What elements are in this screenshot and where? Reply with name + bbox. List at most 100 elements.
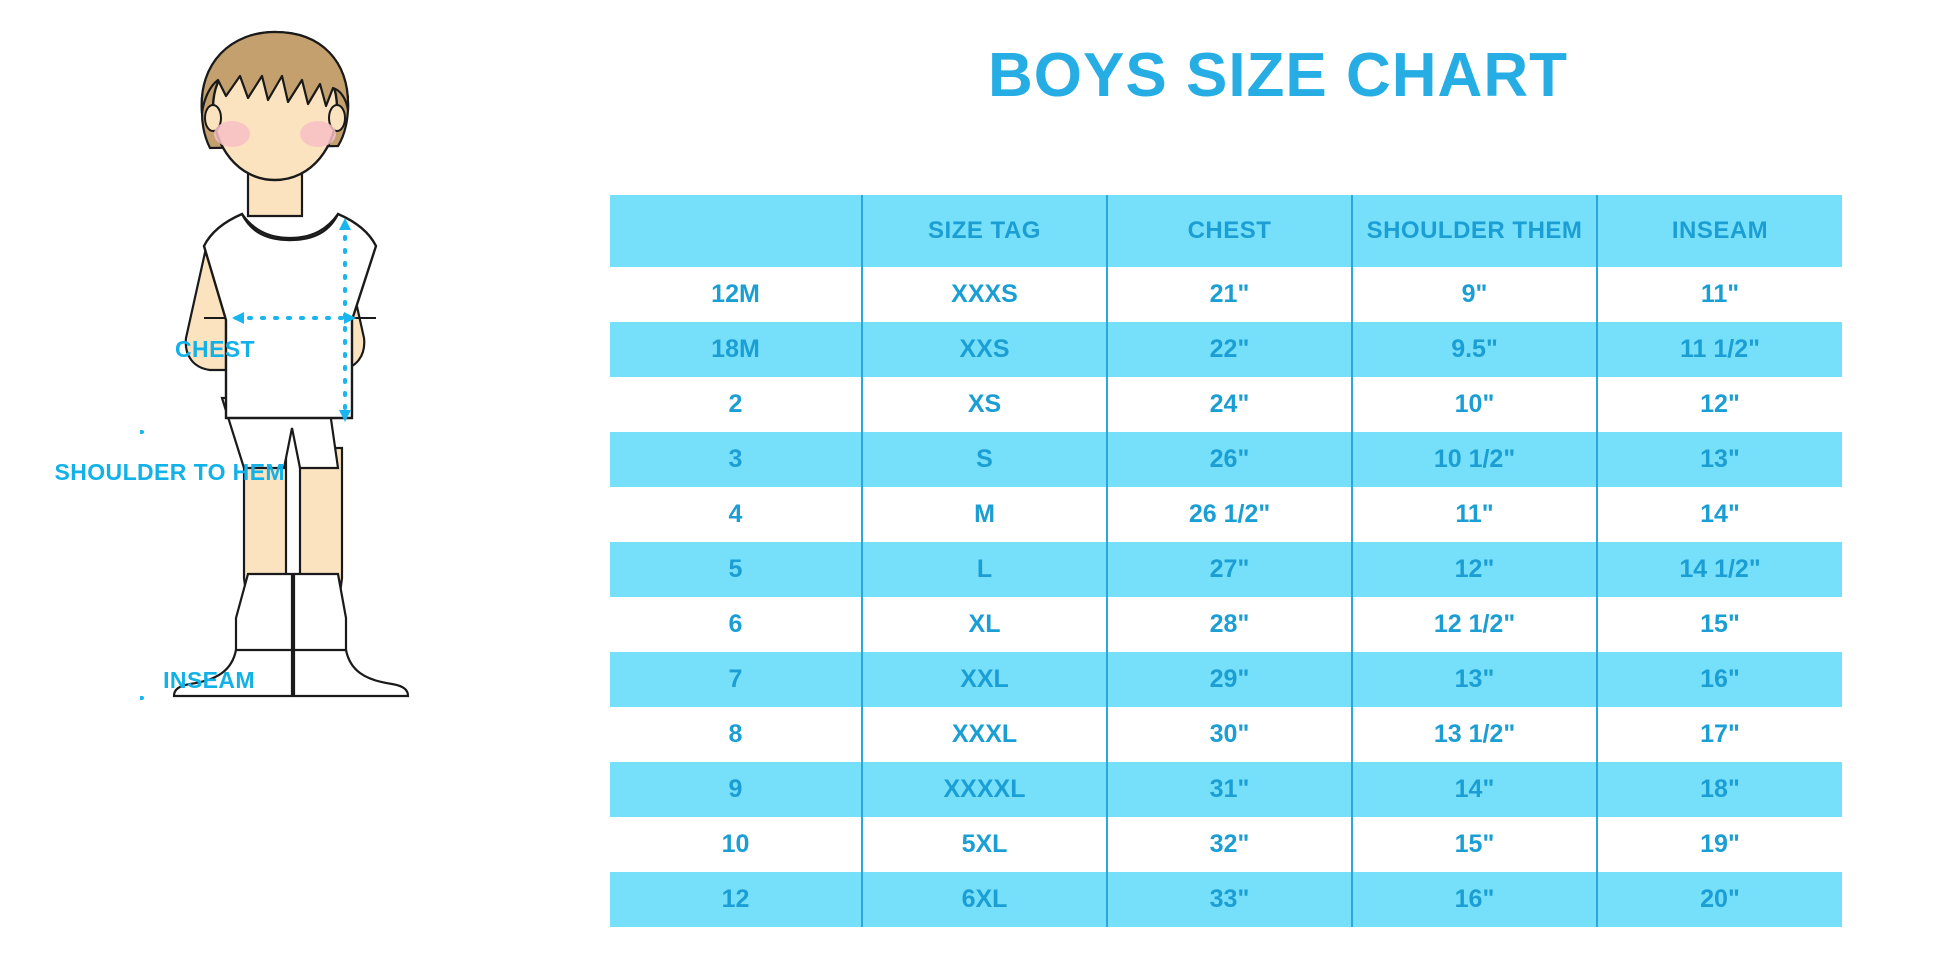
cell-shoulder-them: 12" [1351,542,1597,597]
cell-chest: 26 1/2" [1106,487,1352,542]
table-row: 7 XXL 29" 13" 16" [610,652,1842,707]
cell-size-tag: 5XL [861,817,1107,872]
shoulder-hem-arrow-bottom [339,410,351,422]
page-title: BOYS SIZE CHART [988,41,1568,110]
cheek-left [214,121,250,147]
table-row: 4 M 26 1/2" 11" 14" [610,487,1842,542]
table-header: SIZE TAG CHEST SHOULDER THEM INSEAM [610,195,1842,267]
table-row: 10 5XL 32" 15" 19" [610,817,1842,872]
illustration-panel: CHEST SHOULDER TO HEM INSEAM [0,0,600,973]
cell-inseam: 18" [1596,762,1842,817]
cell-size-tag: XXL [861,652,1107,707]
shoulder-hem-arrow-top [339,218,351,230]
cell-inseam: 14 1/2" [1596,542,1842,597]
cell-size-tag: XXS [861,322,1107,377]
cheek-right [300,121,336,147]
table-row: 12M XXXS 21" 9" 11" [610,267,1842,322]
cell-shoulder-them: 10" [1351,377,1597,432]
boy-figure-illustration [140,30,410,700]
table-row: 3 S 26" 10 1/2" 13" [610,432,1842,487]
collar [241,213,339,240]
chest-arrow-left [232,312,244,324]
cell-size: 3 [610,432,862,487]
size-chart-table: SIZE TAG CHEST SHOULDER THEM INSEAM 12M X… [610,195,1842,927]
cell-size: 6 [610,597,862,652]
cell-inseam: 13" [1596,432,1842,487]
cell-shoulder-them: 12 1/2" [1351,597,1597,652]
cell-shoulder-them: 14" [1351,762,1597,817]
cell-shoulder-them: 9" [1351,267,1597,322]
cell-size-tag: S [861,432,1107,487]
hair-front [200,30,350,115]
column-header-shoulder-them: SHOULDER THEM [1351,195,1597,267]
cell-inseam: 11 1/2" [1596,322,1842,377]
cell-size-tag: L [861,542,1107,597]
cell-size: 12 [610,872,862,927]
cell-chest: 29" [1106,652,1352,707]
cell-inseam: 16" [1596,652,1842,707]
column-header-size-tag: SIZE TAG [861,195,1107,267]
ear-right [328,104,346,132]
cell-shoulder-them: 15" [1351,817,1597,872]
cell-size-tag: XXXL [861,707,1107,762]
cell-size: 5 [610,542,862,597]
cell-inseam: 17" [1596,707,1842,762]
cell-size-tag: 6XL [861,872,1107,927]
cell-chest: 31" [1106,762,1352,817]
cell-size-tag: XXXXL [861,762,1107,817]
cell-chest: 21" [1106,267,1352,322]
cell-chest: 22" [1106,322,1352,377]
table-row: 2 XS 24" 10" 12" [610,377,1842,432]
column-header-blank [610,195,862,267]
cell-shoulder-them: 11" [1351,487,1597,542]
table-header-row: SIZE TAG CHEST SHOULDER THEM INSEAM [610,195,1842,267]
cell-size: 4 [610,487,862,542]
cell-shoulder-them: 9.5" [1351,322,1597,377]
cell-size: 7 [610,652,862,707]
shoe-left [172,648,294,698]
table-body: 12M XXXS 21" 9" 11" 18M XXS 22" 9.5" 11 1/2" 2 XS 24… [610,267,1842,927]
column-header-chest: CHEST [1106,195,1352,267]
cell-inseam: 11" [1596,267,1842,322]
cell-chest: 30" [1106,707,1352,762]
cell-size: 18M [610,322,862,377]
cell-size-tag: XS [861,377,1107,432]
table-row: 8 XXXL 30" 13 1/2" 17" [610,707,1842,762]
cell-chest: 33" [1106,872,1352,927]
cell-size-tag: XL [861,597,1107,652]
size-chart-table-wrapper: SIZE TAG CHEST SHOULDER THEM INSEAM 12M X… [610,195,1842,927]
cell-inseam: 19" [1596,817,1842,872]
cell-inseam: 20" [1596,872,1842,927]
cell-shoulder-them: 13 1/2" [1351,707,1597,762]
cell-chest: 27" [1106,542,1352,597]
cell-size: 9 [610,762,862,817]
column-header-inseam: INSEAM [1596,195,1842,267]
measure-label-shoulder-to-hem: SHOULDER TO HEM [54,459,285,485]
cell-inseam: 15" [1596,597,1842,652]
cell-chest: 28" [1106,597,1352,652]
cell-inseam: 14" [1596,487,1842,542]
cell-size-tag: XXXS [861,267,1107,322]
table-row: 5 L 27" 12" 14 1/2" [610,542,1842,597]
cell-size: 12M [610,267,862,322]
cell-size: 8 [610,707,862,762]
cell-chest: 26" [1106,432,1352,487]
measure-label-inseam: INSEAM [163,667,255,693]
cell-size: 10 [610,817,862,872]
cell-shoulder-them: 13" [1351,652,1597,707]
table-row: 9 XXXXL 31" 14" 18" [610,762,1842,817]
cell-size-tag: M [861,487,1107,542]
cell-inseam: 12" [1596,377,1842,432]
cell-shoulder-them: 16" [1351,872,1597,927]
measure-label-chest: CHEST [175,336,255,362]
cell-shoulder-them: 10 1/2" [1351,432,1597,487]
cell-size: 2 [610,377,862,432]
cell-chest: 24" [1106,377,1352,432]
shoe-right [292,648,410,698]
table-row: 6 XL 28" 12 1/2" 15" [610,597,1842,652]
cell-chest: 32" [1106,817,1352,872]
table-row: 12 6XL 33" 16" 20" [610,872,1842,927]
table-row: 18M XXS 22" 9.5" 11 1/2" [610,322,1842,377]
ear-left [204,104,222,132]
